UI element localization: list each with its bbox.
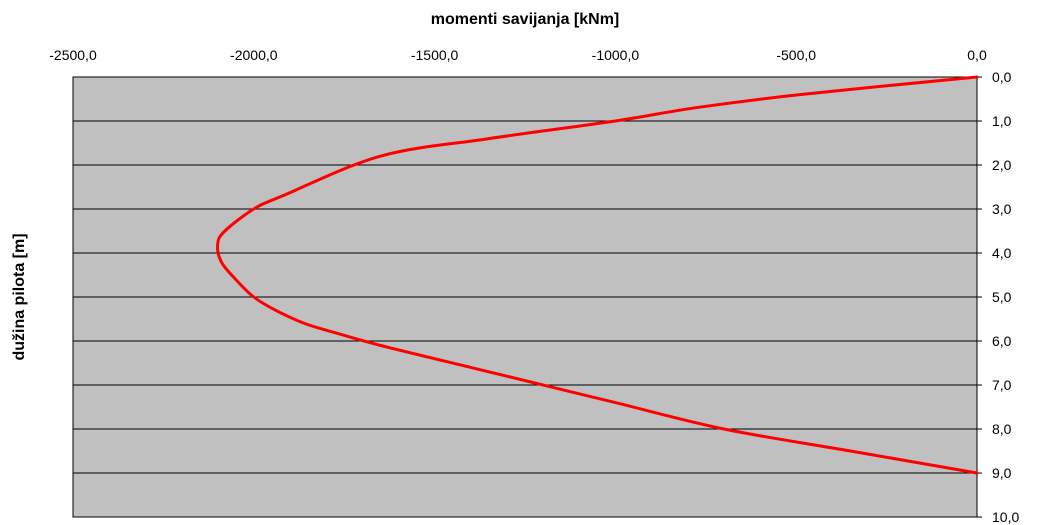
x-tick-label: 0,0 <box>967 47 987 63</box>
y-tick-label: 7,0 <box>992 377 1012 393</box>
x-axis-ticks: -2500,0 -2000,0 -1500,0 -1000,0 -500,0 0,0 <box>49 47 987 63</box>
y-tick-label: 6,0 <box>992 333 1012 349</box>
x-tick-label: -1500,0 <box>411 47 459 63</box>
y-tick-label: 3,0 <box>992 201 1012 217</box>
y-tick-label: 5,0 <box>992 289 1012 305</box>
y-tick-label: 10,0 <box>992 509 1019 525</box>
y-tick-label: 4,0 <box>992 245 1012 261</box>
y-axis-title: dužina pilota [m] <box>11 233 28 360</box>
y-tick-label: 9,0 <box>992 465 1012 481</box>
x-tick-label: -2000,0 <box>230 47 278 63</box>
y-tick-label: 1,0 <box>992 113 1012 129</box>
x-tick-label: -2500,0 <box>49 47 97 63</box>
x-tick-label: -1000,0 <box>592 47 640 63</box>
y-tick-label: 0,0 <box>992 69 1012 85</box>
y-tick-label: 2,0 <box>992 157 1012 173</box>
x-axis-title: momenti savijanja [kNm] <box>431 11 620 28</box>
x-tick-label: -500,0 <box>776 47 816 63</box>
y-axis-ticks: 0,0 1,0 2,0 3,0 4,0 5,0 6,0 7,0 8,0 9,0 10,0 <box>977 69 1019 525</box>
series-line <box>215 75 979 475</box>
y-tick-label: 8,0 <box>992 421 1012 437</box>
